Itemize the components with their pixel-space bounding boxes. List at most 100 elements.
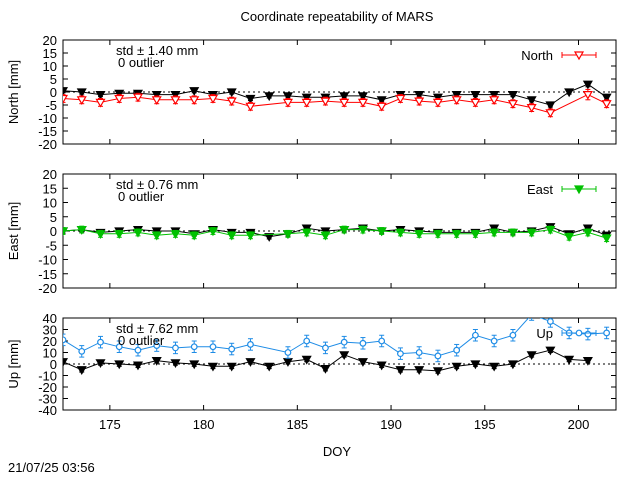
up-reference-point xyxy=(170,359,181,369)
up-reference-point xyxy=(114,360,125,370)
north-reference-point xyxy=(432,93,443,103)
y-tick-label-north: 0 xyxy=(50,85,57,100)
legend-marker-east xyxy=(573,185,585,195)
up-series-point xyxy=(472,331,479,339)
y-tick-label-east: 0 xyxy=(50,224,57,239)
north-reference-point xyxy=(170,91,181,100)
data-north xyxy=(63,80,612,119)
y-tick-label-up: 20 xyxy=(43,334,57,349)
north-series-point xyxy=(226,97,237,107)
std-annotation-east: std ± 0.76 mm xyxy=(116,177,198,192)
north-series-point xyxy=(526,104,537,113)
up-reference-point xyxy=(489,362,500,372)
north-series-point xyxy=(582,91,593,100)
north-series-point xyxy=(189,96,200,106)
up-series-point xyxy=(490,337,498,345)
up-reference-point xyxy=(376,361,387,371)
y-tick-label-up: -40 xyxy=(38,403,57,418)
x-tick-label: 175 xyxy=(99,417,121,432)
x-tick-label: 185 xyxy=(286,417,308,432)
north-series-point xyxy=(301,98,312,108)
north-series-line xyxy=(63,94,607,114)
x-tick-label: 190 xyxy=(380,417,402,432)
east-series-point xyxy=(507,228,518,238)
north-series-point xyxy=(489,96,500,106)
up-series-point xyxy=(190,343,198,351)
east-series-point xyxy=(245,231,256,241)
up-series-point xyxy=(153,342,161,350)
north-series-point xyxy=(395,94,406,104)
y-tick-label-east: -15 xyxy=(38,267,57,282)
north-reference-line xyxy=(63,83,607,106)
east-series-point xyxy=(76,225,87,235)
north-reference-point xyxy=(264,92,275,102)
east-series-point xyxy=(114,230,125,240)
north-series-point xyxy=(545,109,556,119)
up-reference-point xyxy=(226,362,237,372)
up-series-point xyxy=(228,345,236,353)
up-series-point xyxy=(584,330,592,338)
north-series-point xyxy=(339,98,350,108)
north-series-point xyxy=(320,97,331,107)
north-series-point xyxy=(132,93,144,103)
north-reference-point xyxy=(489,91,500,100)
y-tick-label-up: 40 xyxy=(43,311,57,326)
north-reference-point xyxy=(545,101,556,111)
up-reference-point xyxy=(357,358,368,367)
north-reference-point xyxy=(301,93,312,103)
up-reference-point xyxy=(63,358,69,367)
up-reference-point xyxy=(95,359,106,369)
std-annotation-north: std ± 1.40 mm xyxy=(116,43,198,58)
up-series-point xyxy=(284,349,292,356)
up-series-point xyxy=(434,352,442,360)
up-reference-point xyxy=(76,366,87,375)
north-series-point xyxy=(207,94,218,104)
north-series-point xyxy=(114,94,125,104)
up-reference-point xyxy=(264,362,275,372)
north-series-point xyxy=(414,97,425,107)
up-reference-point xyxy=(414,366,425,375)
y-tick-label-up: -10 xyxy=(38,369,57,384)
east-series-point xyxy=(132,228,144,238)
timestamp: 21/07/25 03:56 xyxy=(8,460,95,475)
chart-title: Coordinate repeatability of MARS xyxy=(241,9,434,24)
east-series-point xyxy=(601,234,612,244)
up-series-point xyxy=(247,341,254,348)
east-series-point xyxy=(339,225,350,235)
y-tick-label-north: 5 xyxy=(50,72,57,87)
north-reference-point xyxy=(151,91,162,100)
north-series-point xyxy=(170,96,181,106)
east-reference-line xyxy=(63,226,607,238)
north-reference-point xyxy=(357,92,368,102)
legend-marker-up xyxy=(575,329,583,337)
up-series-point xyxy=(97,338,104,346)
east-series-point xyxy=(320,231,331,241)
up-series-point xyxy=(529,312,535,318)
up-reference-point xyxy=(320,365,331,374)
data-east xyxy=(63,223,612,244)
north-reference-point xyxy=(601,93,612,103)
north-reference-point xyxy=(76,88,87,98)
up-reference-point xyxy=(470,360,481,370)
east-series-point xyxy=(170,230,181,240)
north-reference-point xyxy=(507,91,518,100)
outlier-annotation-up: 0 outlier xyxy=(118,333,165,348)
y-tick-label-east: -5 xyxy=(45,238,57,253)
up-reference-point xyxy=(189,360,200,370)
north-series-point xyxy=(282,98,293,108)
east-series-point xyxy=(564,233,575,242)
y-tick-label-east: -10 xyxy=(38,253,57,268)
north-reference-point xyxy=(114,89,125,99)
x-axis-label: DOY xyxy=(323,444,352,459)
east-series-point xyxy=(470,230,481,240)
up-reference-point xyxy=(207,362,218,372)
up-reference-point xyxy=(582,356,593,366)
up-series-point xyxy=(134,346,142,354)
east-series-point xyxy=(357,225,368,235)
up-series-point xyxy=(546,318,554,325)
north-reference-point xyxy=(339,92,350,102)
north-series-point xyxy=(451,96,462,106)
